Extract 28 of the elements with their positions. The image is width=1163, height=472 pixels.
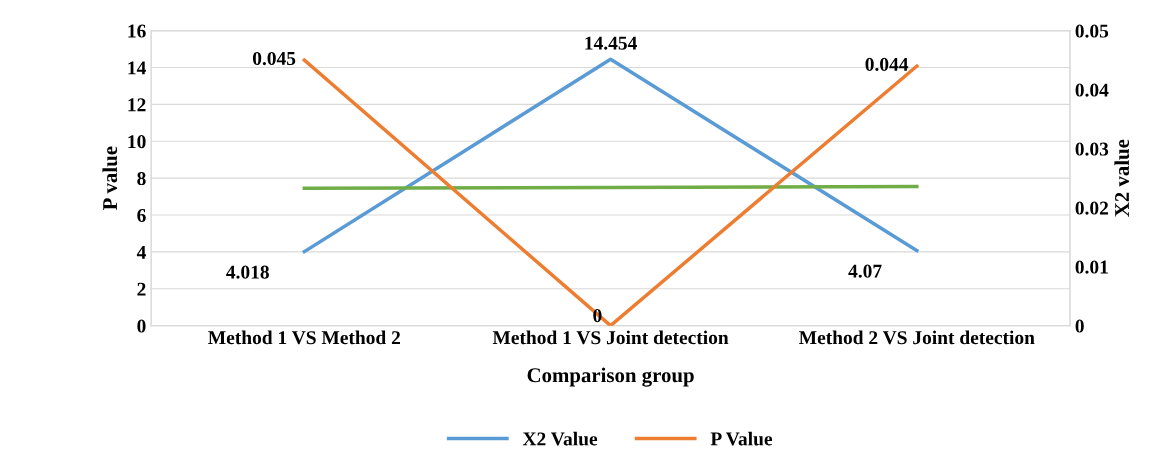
x-tick-label: Method 2 VS Joint detection: [799, 330, 1035, 345]
data-label: 4.018: [226, 265, 269, 279]
legend-label: X2 Value: [522, 431, 598, 446]
x-tick-label: Method 1 VS Joint detection: [492, 330, 729, 345]
y-tick-label: 12: [128, 98, 146, 112]
y2-tick-label: 0.03: [1075, 142, 1109, 156]
y-tick-label: 8: [137, 172, 146, 186]
data-label: 0.045: [252, 51, 296, 66]
x-tick-label: Method 1 VS Method 2: [208, 330, 400, 345]
y-tick-label: 0: [137, 319, 146, 333]
legend-label: P Value: [710, 431, 773, 446]
y-axis-title: P value: [102, 146, 118, 210]
y-tick-label: 16: [128, 24, 146, 38]
y2-tick-label: 0.01: [1075, 260, 1108, 274]
y2-axis-title: X2 value: [1114, 139, 1130, 217]
data-label: 0.044: [865, 57, 909, 72]
data-label: 4.07: [848, 264, 882, 278]
y-tick-label: 2: [137, 282, 146, 296]
y2-tick-label: 0: [1075, 319, 1084, 333]
y2-tick-label: 0.02: [1075, 201, 1109, 215]
data-label: 14.454: [585, 36, 637, 50]
y-tick-label: 4: [136, 245, 146, 259]
y2-tick-label: 0.05: [1075, 24, 1109, 38]
y-tick-label: 10: [128, 135, 146, 149]
y-tick-label: 14: [128, 61, 146, 75]
x-axis-title: Comparison group: [527, 367, 694, 387]
y2-tick-label: 0.04: [1075, 83, 1109, 97]
y-tick-label: 6: [137, 208, 146, 222]
